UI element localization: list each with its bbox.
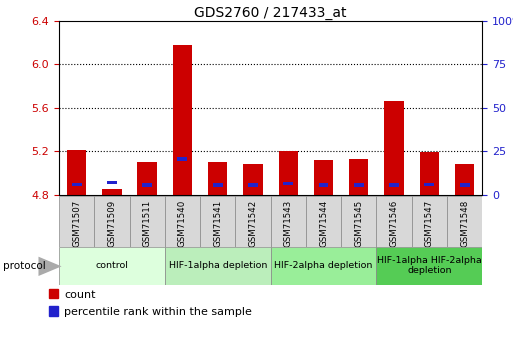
Bar (384, 101, 404, 195)
Bar (102, 189, 122, 195)
Bar (455, 165, 475, 195)
Bar (270, 196, 306, 247)
Text: GSM71546: GSM71546 (389, 200, 399, 247)
Bar (142, 184, 152, 187)
Bar (173, 45, 192, 195)
Bar (314, 160, 333, 195)
Bar (411, 196, 447, 247)
Text: GSM71542: GSM71542 (248, 200, 258, 247)
Bar (279, 151, 298, 195)
Text: percentile rank within the sample: percentile rank within the sample (64, 307, 252, 317)
Bar (213, 184, 223, 187)
Bar (248, 184, 258, 187)
Bar (94, 196, 130, 247)
Text: GSM71548: GSM71548 (460, 200, 469, 247)
Bar (460, 184, 469, 187)
Bar (177, 157, 187, 161)
Bar (377, 196, 411, 247)
Text: count: count (64, 290, 95, 300)
Text: GSM71540: GSM71540 (178, 200, 187, 247)
Bar (165, 196, 200, 247)
Bar (306, 196, 341, 247)
Bar (389, 184, 399, 187)
Text: GSM71544: GSM71544 (319, 200, 328, 247)
Text: HIF-2alpha depletion: HIF-2alpha depletion (274, 261, 373, 270)
Bar (447, 196, 482, 247)
Bar (270, 247, 377, 285)
Bar (72, 183, 82, 186)
Bar (354, 184, 364, 187)
Bar (200, 196, 235, 247)
Bar (319, 184, 328, 187)
Bar (341, 196, 377, 247)
Bar (107, 181, 117, 184)
Text: protocol: protocol (3, 262, 45, 271)
Title: GDS2760 / 217433_at: GDS2760 / 217433_at (194, 6, 347, 20)
Bar (129, 196, 165, 247)
Bar (377, 247, 482, 285)
Text: HIF-1alpha HIF-2alpha
depletion: HIF-1alpha HIF-2alpha depletion (377, 256, 482, 275)
Bar (283, 182, 293, 185)
Bar (349, 159, 368, 195)
Polygon shape (38, 257, 62, 276)
Text: GSM71543: GSM71543 (284, 200, 293, 247)
Bar (235, 196, 271, 247)
Bar (137, 162, 157, 195)
Text: GSM71541: GSM71541 (213, 200, 222, 247)
Text: GSM71547: GSM71547 (425, 200, 434, 247)
Bar (420, 152, 439, 195)
Bar (208, 162, 227, 195)
Text: control: control (95, 261, 128, 270)
Bar (424, 183, 434, 186)
Bar (243, 165, 263, 195)
Bar (59, 247, 165, 285)
Text: GSM71507: GSM71507 (72, 200, 81, 247)
Text: HIF-1alpha depletion: HIF-1alpha depletion (168, 261, 267, 270)
Text: GSM71509: GSM71509 (107, 200, 116, 247)
Text: GSM71545: GSM71545 (354, 200, 363, 247)
Bar (165, 247, 271, 285)
Text: GSM71511: GSM71511 (143, 200, 152, 247)
Bar (59, 196, 94, 247)
Bar (67, 150, 86, 195)
